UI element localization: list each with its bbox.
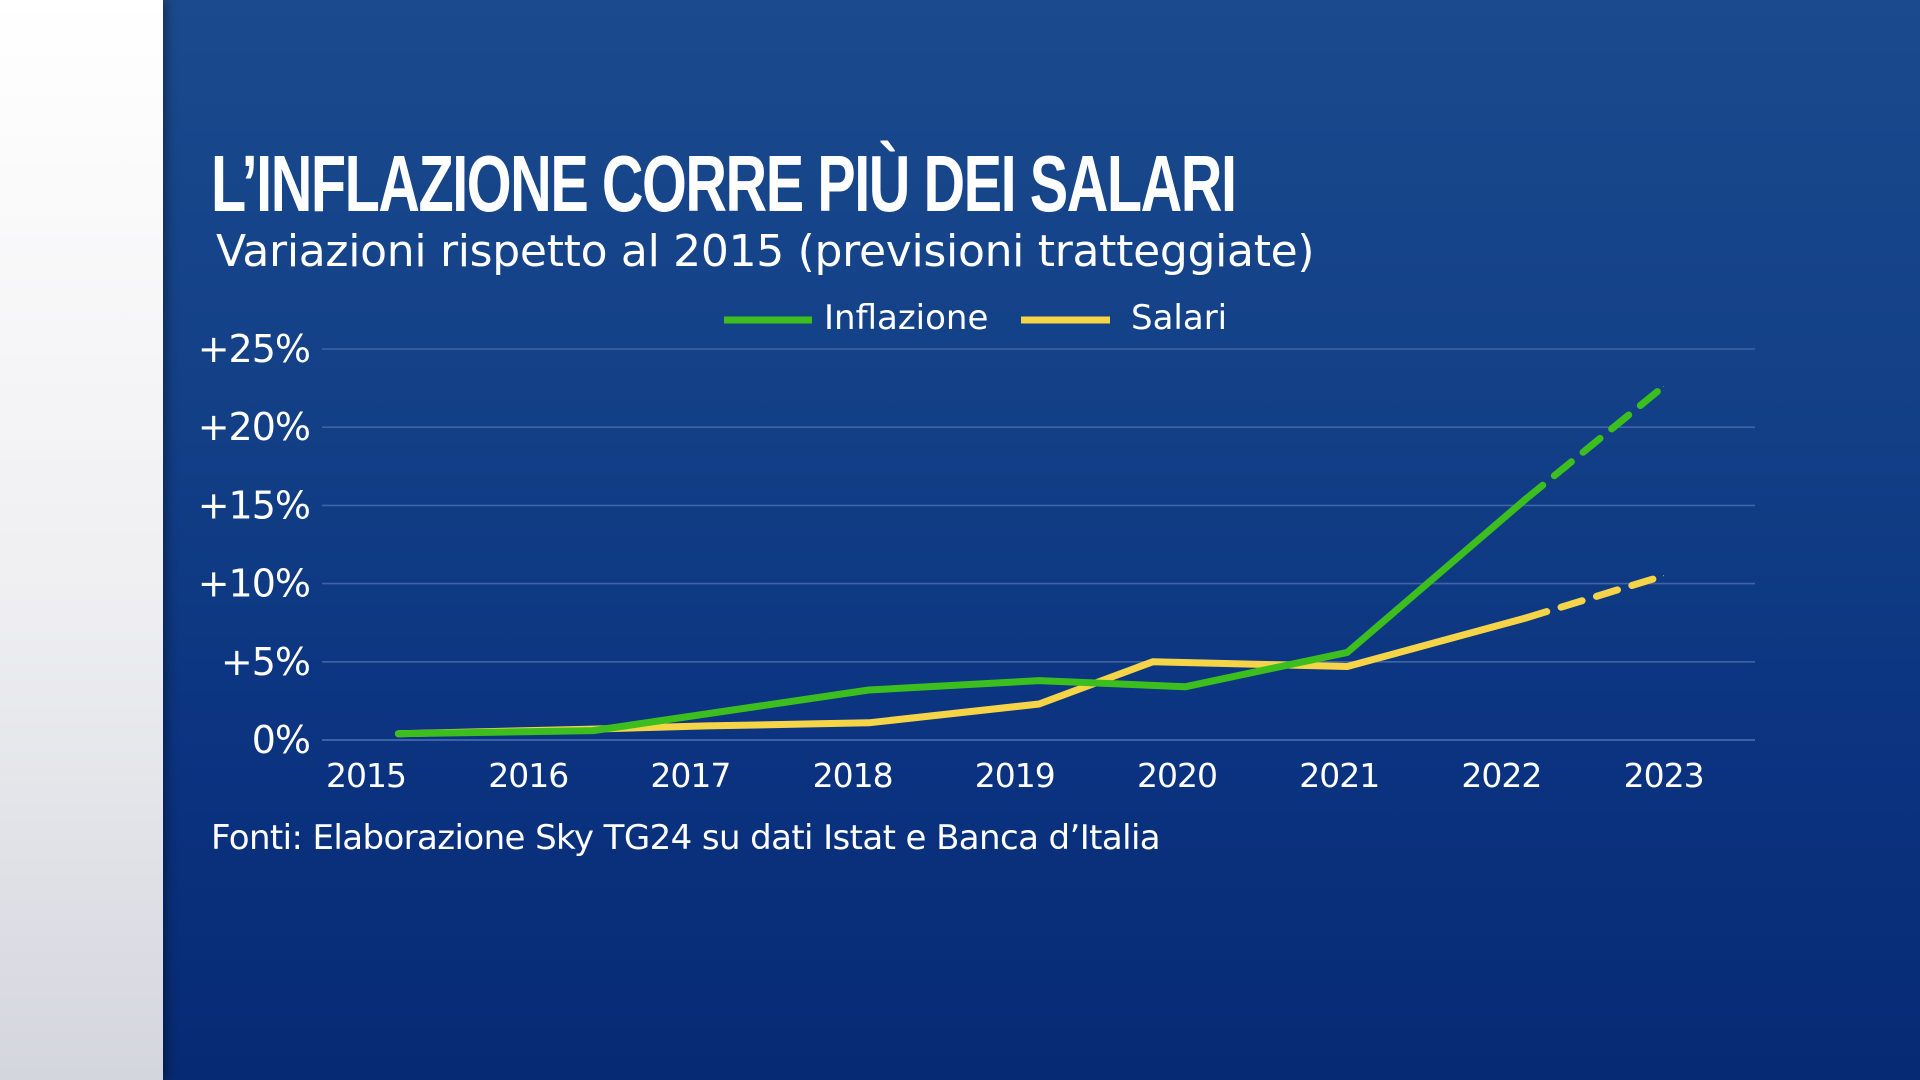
y-tick-label: +20% [198, 405, 310, 449]
x-tick-label: 2017 [650, 756, 730, 795]
chart-title: L’INFLAZIONE CORRE PIÙ DEI SALARI [211, 139, 1237, 228]
y-tick-label: +10% [198, 562, 310, 606]
y-tick-label: +25% [198, 327, 310, 371]
data-point-inflazione [1184, 686, 1186, 688]
x-tick-label: 2020 [1137, 756, 1217, 795]
series-line-salari [394, 614, 1530, 738]
series-forecast-inflazione [1522, 383, 1668, 503]
y-tick-label: +5% [221, 640, 310, 684]
series-line-inflazione [394, 495, 1530, 738]
y-axis: 0% +5% +10% +15% +20% +25% [198, 327, 311, 762]
data-point-salari [1525, 617, 1527, 619]
series [394, 383, 1668, 738]
y-tick-label: 0% [252, 718, 310, 762]
data-point-salari [868, 722, 870, 724]
legend-label-inflazione: Inflazione [824, 298, 988, 338]
x-tick-label: 2019 [975, 756, 1055, 795]
data-point-salari [1346, 666, 1348, 667]
x-axis: 2015 2016 2017 2018 2019 2020 2021 2022 2023 [326, 756, 1705, 795]
chart-subtitle: Variazioni rispetto al 2015 (previsioni … [216, 226, 1315, 277]
data-point-inflazione [592, 730, 594, 732]
x-tick-label: 2018 [813, 756, 893, 795]
source-note: Fonti: Elaborazione Sky TG24 su dati Ist… [211, 818, 1161, 858]
x-tick-label: 2022 [1461, 756, 1541, 795]
data-point-salari [1663, 575, 1665, 577]
data-point-salari [706, 725, 708, 727]
series-forecast-salari [1522, 572, 1668, 622]
data-point-salari [1152, 661, 1154, 663]
x-tick-label: 2023 [1624, 756, 1704, 795]
data-point-inflazione [397, 733, 399, 735]
x-tick-label: 2016 [488, 756, 568, 795]
side-strip [0, 0, 163, 1080]
data-point-salari [1038, 703, 1040, 705]
data-point-inflazione [1525, 498, 1527, 500]
x-tick-label: 2015 [326, 756, 406, 795]
data-point-inflazione [1038, 680, 1040, 682]
legend: Inflazione Salari [724, 298, 1227, 338]
x-tick-label: 2021 [1299, 756, 1379, 795]
y-tick-label: +15% [198, 483, 310, 527]
legend-label-salari: Salari [1131, 298, 1227, 338]
data-point-inflazione [868, 689, 870, 691]
data-point-inflazione [1663, 386, 1665, 387]
chart-panel [163, 0, 1920, 1080]
data-point-inflazione [1346, 651, 1348, 653]
